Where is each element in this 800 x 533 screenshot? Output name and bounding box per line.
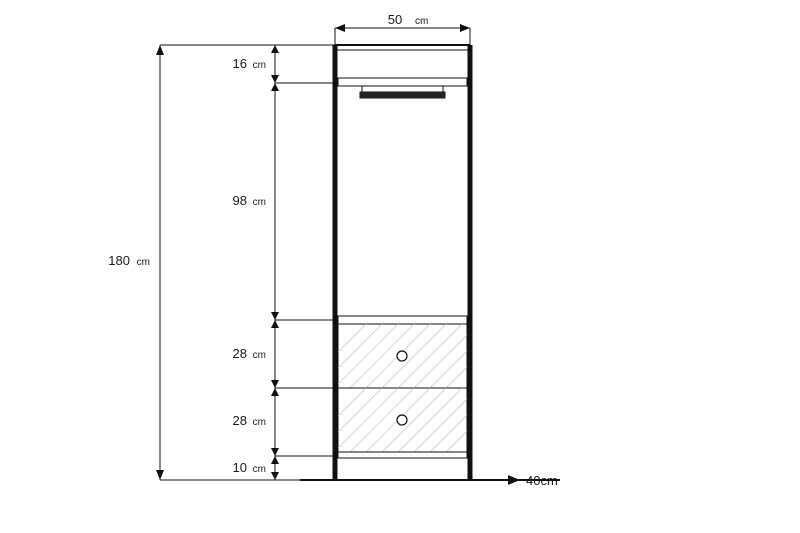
- label-seg-28a: 28: [233, 346, 247, 361]
- svg-text:cm: cm: [253, 417, 266, 428]
- unit-label: cm: [137, 257, 150, 268]
- drawer-lower: [338, 388, 467, 452]
- drawer-knob-icon: [397, 415, 407, 425]
- svg-text:cm: cm: [253, 60, 266, 71]
- label-depth: 40cm: [526, 473, 558, 488]
- dim-width: 50 cm: [335, 12, 470, 45]
- svg-text:cm: cm: [253, 350, 266, 361]
- drawer-knob-icon: [397, 351, 407, 361]
- dim-total-height: 180 cm: [108, 45, 335, 480]
- label-width: 50: [388, 12, 402, 27]
- drawer-upper: [338, 324, 467, 388]
- svg-text:cm: cm: [253, 197, 266, 208]
- label-seg-98: 98: [233, 193, 247, 208]
- svg-text:cm: cm: [253, 464, 266, 475]
- svg-text:cm: cm: [415, 16, 428, 27]
- dim-depth: 40cm: [470, 473, 558, 488]
- dimension-diagram: 180 cm 16 cm 98 cm 28 cm 28 cm 10 cm: [0, 0, 800, 533]
- cabinet: [300, 45, 560, 480]
- label-seg-28b: 28: [233, 413, 247, 428]
- label-total-height: 180: [108, 253, 130, 268]
- hanging-rail: [360, 86, 445, 98]
- label-seg-10: 10: [233, 460, 247, 475]
- dim-segments: 16 cm 98 cm 28 cm 28 cm 10 cm: [233, 45, 335, 480]
- label-seg-16: 16: [233, 56, 247, 71]
